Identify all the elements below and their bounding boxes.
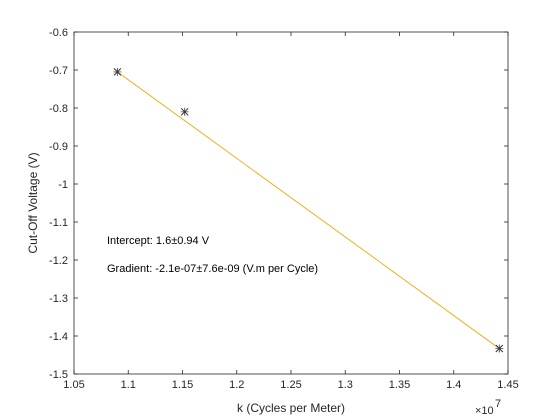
y-tick-label: -0.9 bbox=[49, 141, 68, 153]
fit-line bbox=[117, 71, 500, 349]
y-tick-label: -0.6 bbox=[49, 27, 68, 39]
y-tick-label: -0.8 bbox=[49, 103, 68, 115]
x-tick-label: 1.25 bbox=[280, 379, 301, 391]
data-point bbox=[495, 344, 504, 353]
y-tick-label: -1.2 bbox=[49, 255, 68, 267]
x-tick-label: 1.35 bbox=[389, 379, 410, 391]
y-tick-label: -0.7 bbox=[49, 65, 68, 77]
x-tick-label: 1.3 bbox=[338, 379, 353, 391]
plot-area bbox=[74, 32, 508, 374]
y-axis-ticks: -1.5 -1.4 -1.3 -1.2 -1.1 -1 -0.9 -0.8 -0.7 -0.6 bbox=[49, 27, 508, 381]
axes-box bbox=[73, 31, 509, 375]
x-tick-label: 1.05 bbox=[63, 379, 84, 391]
y-tick-label: -1 bbox=[58, 179, 68, 191]
y-tick-label: -1.1 bbox=[49, 217, 68, 229]
x-axis-ticks: 1.05 1.1 1.15 1.2 1.25 1.3 1.35 1.4 1.45 bbox=[63, 32, 519, 391]
data-point bbox=[180, 107, 189, 116]
y-tick-label: -1.3 bbox=[49, 293, 68, 305]
annotation-gradient: Gradient: -2.1e-07±7.6e-09 (V.m per Cycl… bbox=[107, 263, 318, 275]
data-point bbox=[113, 67, 122, 76]
marker-cross-b bbox=[495, 344, 504, 353]
y-axis-label: Cut-Off Voltage (V) bbox=[26, 152, 40, 253]
x-tick-label: 1.1 bbox=[121, 379, 136, 391]
x-tick-label: 1.4 bbox=[446, 379, 461, 391]
x-tick-label: 1.2 bbox=[229, 379, 244, 391]
y-tick-label: -1.4 bbox=[49, 331, 68, 343]
x-axis-label: k (Cycles per Meter) bbox=[237, 401, 345, 415]
marker-cross-b bbox=[113, 68, 122, 76]
y-tick-label: -1.5 bbox=[49, 369, 68, 381]
marker-cross-b bbox=[180, 107, 189, 116]
x-axis-exponent-power: 7 bbox=[495, 398, 501, 410]
data-series bbox=[113, 67, 504, 353]
x-tick-label: 1.45 bbox=[497, 379, 518, 391]
x-axis-exponent: ×10 bbox=[475, 405, 494, 417]
annotation-intercept: Intercept: 1.6±0.94 V bbox=[107, 235, 210, 247]
x-tick-label: 1.15 bbox=[172, 379, 193, 391]
